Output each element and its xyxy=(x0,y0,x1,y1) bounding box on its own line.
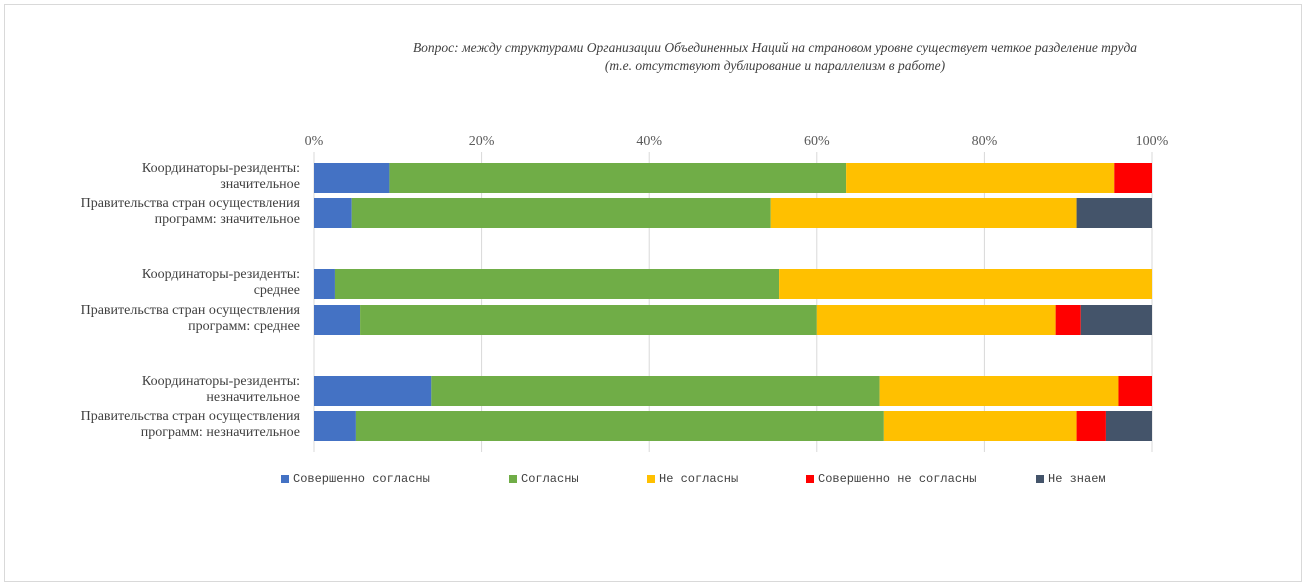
bar-segment xyxy=(1114,163,1152,193)
bar-segment xyxy=(1076,411,1106,441)
bar-segment xyxy=(879,376,1119,406)
legend-swatch xyxy=(281,475,289,483)
x-tick-label: 0% xyxy=(305,134,324,149)
y-category-label-line: среднее xyxy=(254,283,300,298)
bar-segment xyxy=(351,198,771,228)
y-category-label: Правительства стран осуществления програм… xyxy=(81,303,301,334)
x-tick-label: 100% xyxy=(1136,134,1169,149)
bar-segment xyxy=(314,411,356,441)
bar-segment xyxy=(334,269,780,299)
chart-title-line-2: (т.е. отсутствуют дублирование и паралле… xyxy=(604,58,946,73)
legend-label: Не знаем xyxy=(1048,472,1106,486)
bar-segment xyxy=(1118,376,1152,406)
bar-segment xyxy=(431,376,880,406)
bar-segment xyxy=(314,198,352,228)
y-category-label-line: Координаторы-резиденты: xyxy=(142,267,300,282)
chart-title-line-1: Вопрос: между структурами Организации Об… xyxy=(412,40,1138,55)
y-category-label-line: Координаторы-резиденты: xyxy=(142,161,300,176)
x-tick-label: 60% xyxy=(804,134,830,149)
bar-segment xyxy=(846,163,1115,193)
bar-segment xyxy=(1080,305,1152,335)
x-tick-label: 40% xyxy=(636,134,662,149)
y-category-label: Правительства стран осуществления програм… xyxy=(81,409,301,440)
y-category-label-line: Координаторы-резиденты: xyxy=(142,374,300,389)
bar-segment xyxy=(355,411,884,441)
legend-swatch xyxy=(647,475,655,483)
bar-segment xyxy=(816,305,1056,335)
y-category-label-line: программ: значительное xyxy=(155,212,300,227)
y-category-label: Правительства стран осуществления програм… xyxy=(81,196,301,227)
bar-segment xyxy=(770,198,1077,228)
y-category-label-line: незначительное xyxy=(206,390,300,405)
y-category-label-line: Правительства стран осуществления xyxy=(81,303,301,318)
bar-segment xyxy=(883,411,1077,441)
bar-segment xyxy=(389,163,847,193)
y-category-label-line: программ: незначительное xyxy=(141,425,300,440)
legend-label: Не согласны xyxy=(659,472,739,486)
legend-item: Совершенно не согласны xyxy=(806,472,976,486)
y-category-label: Координаторы-резиденты: значительное xyxy=(142,161,300,192)
bar-segment xyxy=(314,269,335,299)
legend-item: Согласны xyxy=(509,472,579,486)
legend-swatch xyxy=(509,475,517,483)
bar-segment xyxy=(360,305,817,335)
x-tick-label: 20% xyxy=(469,134,495,149)
legend-label: Совершенно не согласны xyxy=(818,472,977,486)
legend-swatch xyxy=(1036,475,1044,483)
bar-segment xyxy=(314,376,432,406)
bar-segment xyxy=(314,163,390,193)
legend-item: Не знаем xyxy=(1036,472,1106,486)
legend-label: Согласны xyxy=(521,472,579,486)
y-category-label: Координаторы-резиденты: незначительное xyxy=(142,374,300,405)
legend-item: Совершенно согласны xyxy=(281,472,430,486)
x-tick-label: 80% xyxy=(972,134,998,149)
y-category-label-line: значительное xyxy=(220,177,300,192)
bar-segment xyxy=(1105,411,1152,441)
y-category-label-line: программ: среднее xyxy=(188,319,300,334)
chart-legend: Совершенно согласны Согласны Не согласны Со… xyxy=(0,472,1308,490)
legend-label: Совершенно согласны xyxy=(293,472,430,486)
bar-segment xyxy=(314,305,361,335)
y-category-label-line: Правительства стран осуществления xyxy=(81,409,301,424)
legend-swatch xyxy=(806,475,814,483)
bar-segment xyxy=(779,269,1152,299)
y-category-label: Координаторы-резиденты: среднее xyxy=(142,267,300,298)
y-category-label-line: Правительства стран осуществления xyxy=(81,196,301,211)
bar-segment xyxy=(1055,305,1081,335)
legend-item: Не согласны xyxy=(647,472,738,486)
bar-segment xyxy=(1076,198,1152,228)
